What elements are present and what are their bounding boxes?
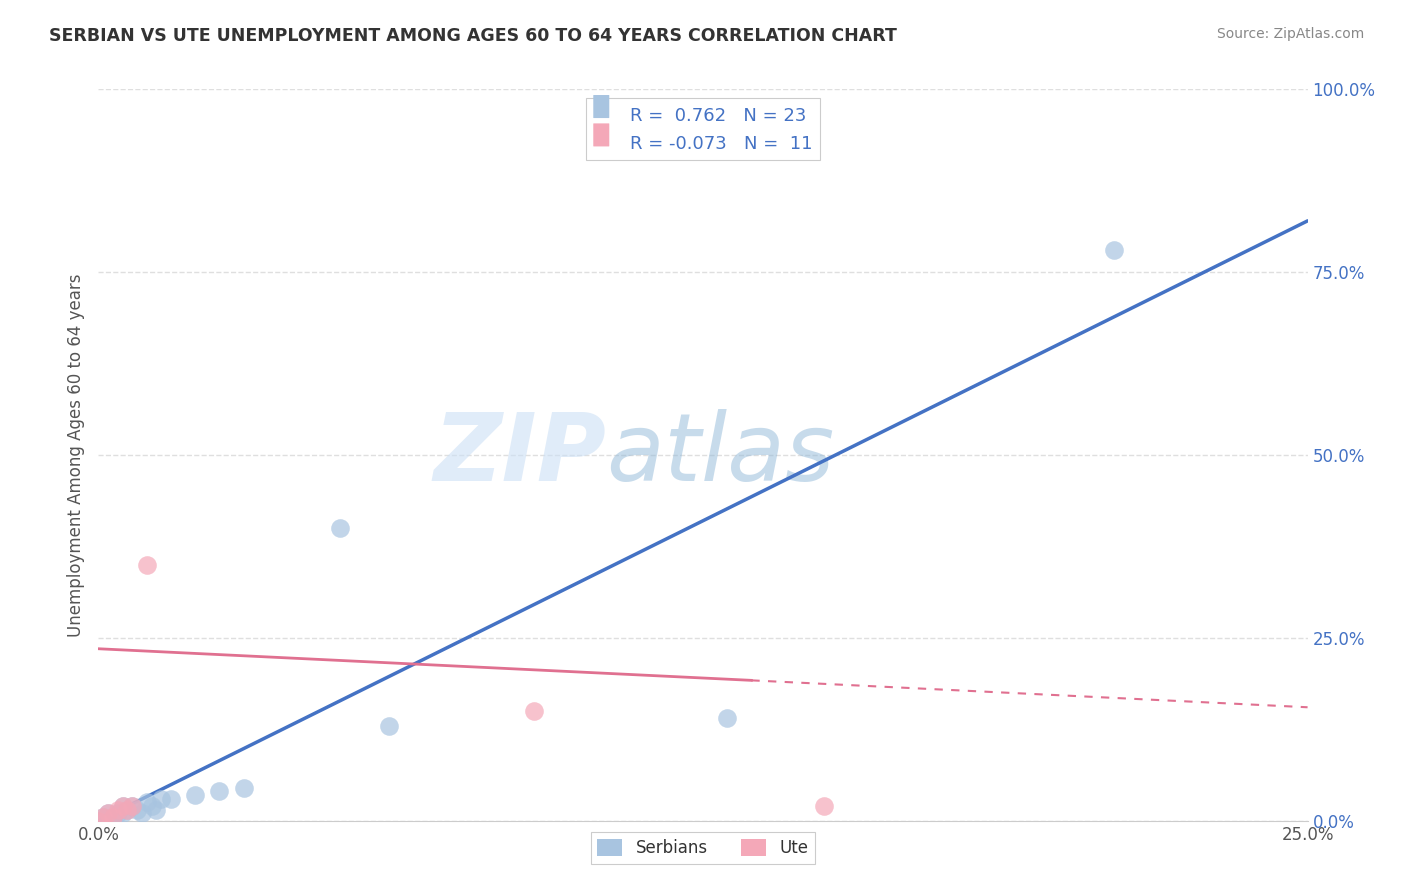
Point (135, 796, 157, 810)
Point (87, 814, 110, 828)
Point (117, 803, 139, 817)
Point (107, 803, 129, 817)
Point (716, 711, 738, 725)
Legend: Serbians, Ute: Serbians, Ute (591, 832, 815, 863)
Point (329, 521, 352, 535)
Point (97, 806, 120, 821)
Point (101, 810, 124, 824)
Point (141, 799, 163, 814)
Point (121, 799, 143, 814)
Point (135, 558, 157, 572)
Text: SERBIAN VS UTE UNEMPLOYMENT AMONG AGES 60 TO 64 YEARS CORRELATION CHART: SERBIAN VS UTE UNEMPLOYMENT AMONG AGES 6… (49, 27, 897, 45)
Point (160, 791, 183, 805)
Point (523, 704, 546, 718)
Point (131, 806, 153, 821)
Point (117, 803, 139, 817)
Point (813, 799, 835, 814)
Point (377, 718, 399, 732)
Point (1102, 243, 1125, 257)
Point (111, 806, 134, 821)
Point (208, 784, 231, 798)
Point (232, 780, 254, 795)
Point (91, 810, 114, 824)
Point (150, 791, 173, 805)
Point (111, 799, 134, 814)
Point (127, 803, 149, 817)
Point (97, 806, 120, 821)
Y-axis label: Unemployment Among Ages 60 to 64 years: Unemployment Among Ages 60 to 64 years (66, 273, 84, 637)
Text: ZIP: ZIP (433, 409, 606, 501)
Point (121, 799, 143, 814)
Text: Source: ZipAtlas.com: Source: ZipAtlas.com (1216, 27, 1364, 41)
Point (111, 799, 134, 814)
Point (87, 814, 110, 828)
Point (184, 788, 207, 802)
Point (145, 803, 167, 817)
Text: atlas: atlas (606, 409, 835, 500)
Point (101, 810, 124, 824)
Point (91, 810, 114, 824)
Point (107, 806, 129, 821)
